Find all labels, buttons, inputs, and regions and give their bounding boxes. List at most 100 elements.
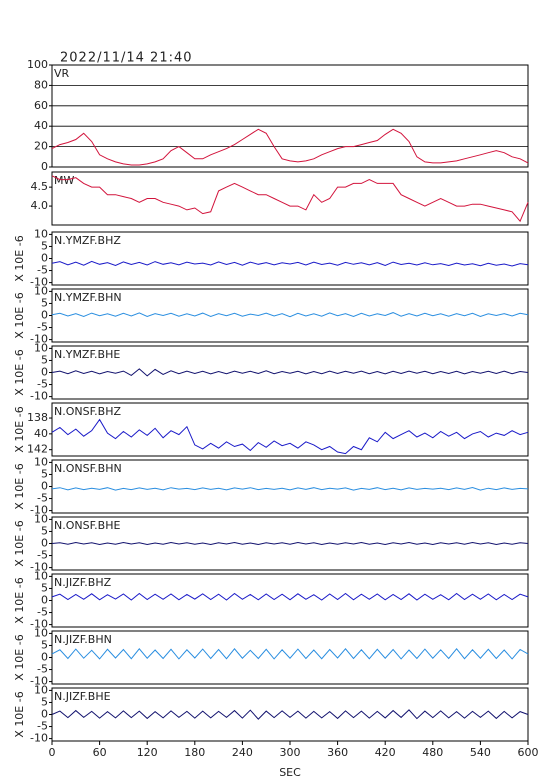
panel-frame [51, 64, 529, 168]
panel-frame [51, 573, 529, 628]
y-axis-label: X 10E -6 [13, 235, 26, 281]
y-tick-label: 0 [41, 480, 48, 493]
y-tick-label: 0 [41, 160, 48, 173]
y-tick-label: 10 [34, 683, 48, 696]
panel-name: N.YMZF.BHE [54, 348, 120, 361]
y-tick-label: -5 [37, 321, 48, 334]
panel-name: N.ONSF.BHE [54, 519, 120, 532]
y-tick-label: 80 [34, 78, 48, 91]
panel-name: N.JIZF.BHE [54, 690, 111, 703]
x-tick-label: 540 [470, 746, 491, 759]
x-tick-label: 480 [422, 746, 443, 759]
panel-frame [51, 402, 529, 457]
panel-frame [51, 345, 529, 400]
y-tick-label: 10 [34, 626, 48, 639]
y-tick-label: -5 [37, 663, 48, 676]
x-tick-label: 600 [518, 746, 539, 759]
x-axis-label: SEC [279, 766, 301, 779]
panel-name: N.ONSF.BHZ [54, 405, 121, 418]
panel-frame [51, 459, 529, 514]
y-tick-label: 10 [34, 455, 48, 468]
y-tick-label: 10 [34, 227, 48, 240]
y-tick-label: 40 [34, 427, 48, 440]
trace [51, 648, 529, 660]
x-tick-label: 300 [280, 746, 301, 759]
panel-frame [51, 288, 529, 343]
y-tick-label: 142 [27, 443, 48, 456]
y-tick-label: 10 [34, 284, 48, 297]
y-tick-label: -10 [30, 732, 48, 745]
y-tick-label: 4.0 [31, 199, 49, 212]
panel-frame [51, 516, 529, 571]
trace [51, 368, 529, 377]
x-tick-label: 60 [93, 746, 107, 759]
y-tick-label: 0 [41, 651, 48, 664]
trace [51, 175, 529, 223]
panel-frame [51, 231, 529, 286]
panel-frame [51, 687, 529, 742]
y-tick-label: 0 [41, 708, 48, 721]
x-tick-label: 360 [327, 746, 348, 759]
y-tick-label: -10 [30, 675, 48, 688]
y-axis-label: X 10E -6 [13, 634, 26, 680]
y-tick-label: -5 [37, 264, 48, 277]
y-tick-label: 60 [34, 99, 48, 112]
y-tick-label: 5 [41, 695, 48, 708]
y-tick-label: 10 [34, 569, 48, 582]
y-axis-label: X 10E -6 [13, 349, 26, 395]
panel-name: N.ONSF.BHN [54, 462, 122, 475]
y-tick-label: 20 [34, 140, 48, 153]
y-axis-label: X 10E -6 [13, 463, 26, 509]
panel-name: N.JIZF.BHN [54, 633, 112, 646]
y-tick-label: -5 [37, 492, 48, 505]
y-tick-label: 0 [41, 309, 48, 322]
y-tick-label: 0 [41, 366, 48, 379]
y-axis-label: X 10E -6 [13, 691, 26, 737]
trace [51, 541, 529, 546]
y-tick-label: -10 [30, 504, 48, 517]
panel-name: VR [54, 67, 70, 80]
x-tick-label: 420 [375, 746, 396, 759]
y-tick-label: 4.5 [31, 180, 49, 193]
y-tick-label: -5 [37, 720, 48, 733]
panel-frame [51, 171, 529, 226]
trace [51, 709, 529, 720]
y-axis-label: X 10E -6 [13, 406, 26, 452]
chart-title: 2022/11/14 21:40 [60, 51, 193, 66]
trace [51, 486, 529, 491]
y-tick-label: 5 [41, 524, 48, 537]
y-tick-label: -5 [37, 549, 48, 562]
panel-name: N.JIZF.BHZ [54, 576, 112, 589]
y-tick-label: 5 [41, 467, 48, 480]
y-tick-label: -5 [37, 378, 48, 391]
trace [51, 312, 529, 318]
y-tick-label: 100 [27, 58, 48, 71]
y-tick-label: 5 [41, 581, 48, 594]
x-tick-label: 120 [137, 746, 158, 759]
y-tick-label: 10 [34, 341, 48, 354]
y-tick-label: 138 [27, 411, 48, 424]
y-tick-label: 5 [41, 353, 48, 366]
panel-name: MW [54, 174, 74, 187]
y-tick-label: -10 [30, 618, 48, 631]
y-tick-label: -10 [30, 561, 48, 574]
y-tick-label: -10 [30, 276, 48, 289]
y-tick-label: 0 [41, 252, 48, 265]
y-tick-label: 0 [41, 594, 48, 607]
trace [51, 260, 529, 267]
y-tick-label: -10 [30, 390, 48, 403]
panel-name: N.YMZF.BHZ [54, 234, 121, 247]
trace [51, 418, 529, 455]
y-tick-label: -5 [37, 606, 48, 619]
y-tick-label: 5 [41, 296, 48, 309]
y-tick-label: 10 [34, 512, 48, 525]
trace [51, 128, 529, 166]
y-tick-label: 40 [34, 119, 48, 132]
x-tick-label: 240 [232, 746, 253, 759]
y-tick-label: -10 [30, 333, 48, 346]
y-axis-label: X 10E -6 [13, 292, 26, 338]
y-axis-label: X 10E -6 [13, 520, 26, 566]
trace [51, 592, 529, 601]
y-tick-label: 5 [41, 638, 48, 651]
